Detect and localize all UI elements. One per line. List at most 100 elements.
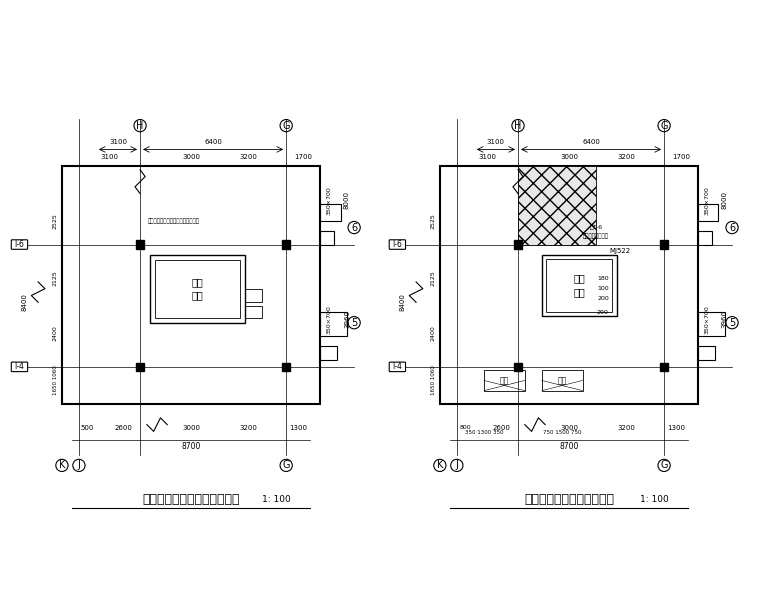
Text: G: G xyxy=(283,460,290,471)
Bar xyxy=(514,240,522,249)
Text: MJ522: MJ522 xyxy=(610,248,631,254)
Bar xyxy=(320,231,334,244)
Text: I-4: I-4 xyxy=(392,362,402,371)
Text: 6: 6 xyxy=(351,223,357,232)
Text: 电梯: 电梯 xyxy=(192,291,204,300)
Text: 新增钢结构电梯负一层平面图: 新增钢结构电梯负一层平面图 xyxy=(142,493,240,506)
Text: 观光: 观光 xyxy=(573,274,585,283)
Text: 6400: 6400 xyxy=(204,139,222,145)
Text: I-4: I-4 xyxy=(14,362,24,371)
Text: I-6: I-6 xyxy=(392,240,402,249)
Bar xyxy=(518,167,596,244)
Text: 3200: 3200 xyxy=(618,154,635,159)
Bar xyxy=(698,204,718,221)
Bar xyxy=(484,370,525,391)
Bar xyxy=(320,204,340,221)
Bar xyxy=(150,255,245,323)
FancyBboxPatch shape xyxy=(389,362,406,371)
Text: 3200: 3200 xyxy=(618,424,635,430)
Text: K: K xyxy=(437,460,443,471)
Bar xyxy=(245,306,262,317)
Text: 3100: 3100 xyxy=(478,154,496,159)
Text: 500: 500 xyxy=(81,424,94,430)
Text: 2600: 2600 xyxy=(492,424,510,430)
Text: 3200: 3200 xyxy=(240,154,258,159)
Text: 350×700: 350×700 xyxy=(326,186,331,215)
Text: 客梯: 客梯 xyxy=(500,376,509,385)
Text: 3000: 3000 xyxy=(182,424,200,430)
Text: 350 1300 350: 350 1300 350 xyxy=(465,430,503,435)
Text: 3200: 3200 xyxy=(240,424,258,430)
FancyBboxPatch shape xyxy=(11,362,27,371)
Bar xyxy=(698,313,725,336)
Text: 天花梁钢框架结构: 天花梁钢框架结构 xyxy=(583,233,610,239)
Text: I-6: I-6 xyxy=(14,240,24,249)
Text: 200: 200 xyxy=(597,297,609,302)
Text: 6400: 6400 xyxy=(582,139,600,145)
Text: 8400: 8400 xyxy=(22,294,28,311)
Text: 1300: 1300 xyxy=(667,424,685,430)
Text: H: H xyxy=(136,120,144,131)
Bar xyxy=(282,240,290,249)
Text: 3100: 3100 xyxy=(100,154,119,159)
Bar xyxy=(320,347,337,360)
Text: 8700: 8700 xyxy=(182,441,201,451)
Text: 290: 290 xyxy=(597,310,609,315)
Bar xyxy=(155,260,240,317)
Text: J: J xyxy=(78,460,81,471)
Text: K: K xyxy=(59,460,65,471)
Text: 1: 100: 1: 100 xyxy=(639,495,668,504)
Text: 800: 800 xyxy=(460,424,471,430)
Text: G: G xyxy=(660,120,668,131)
Bar xyxy=(698,231,711,244)
Text: 350×700: 350×700 xyxy=(704,186,709,215)
Text: 2400: 2400 xyxy=(52,325,58,340)
Text: 8000: 8000 xyxy=(344,192,350,209)
Text: 附T-6: 附T-6 xyxy=(590,225,603,230)
Text: 2600: 2600 xyxy=(114,424,132,430)
FancyBboxPatch shape xyxy=(389,240,406,249)
Text: 3000: 3000 xyxy=(182,154,200,159)
Text: 新增钢结构电梯一层平面图: 新增钢结构电梯一层平面图 xyxy=(524,493,614,506)
Text: 地下一层楼梯间扶梯采用钢楼梯到达: 地下一层楼梯间扶梯采用钢楼梯到达 xyxy=(148,218,200,224)
FancyBboxPatch shape xyxy=(11,240,27,249)
Text: 2400: 2400 xyxy=(431,325,435,340)
Bar xyxy=(136,363,144,371)
Text: 观光: 观光 xyxy=(192,277,204,287)
Text: 6: 6 xyxy=(729,223,735,232)
Text: 客梯: 客梯 xyxy=(558,376,567,385)
Text: 350×700: 350×700 xyxy=(704,305,709,334)
Text: 8400: 8400 xyxy=(400,294,406,311)
Text: H: H xyxy=(515,120,521,131)
Bar xyxy=(136,240,144,249)
Text: 100: 100 xyxy=(597,286,609,291)
Text: 8700: 8700 xyxy=(559,441,578,451)
Text: J: J xyxy=(455,460,458,471)
Text: 180: 180 xyxy=(597,276,609,281)
Bar xyxy=(542,370,583,391)
Text: 3000: 3000 xyxy=(560,154,578,159)
Bar xyxy=(320,313,347,336)
Text: 5: 5 xyxy=(351,318,357,328)
Bar xyxy=(660,240,668,249)
Bar xyxy=(282,363,290,371)
Text: 5: 5 xyxy=(729,318,735,328)
Text: 3960: 3960 xyxy=(722,310,728,328)
Text: 3100: 3100 xyxy=(109,139,127,145)
Text: 1: 100: 1: 100 xyxy=(261,495,290,504)
Bar xyxy=(514,363,522,371)
Text: 电梯: 电梯 xyxy=(573,287,585,297)
Text: G: G xyxy=(660,460,668,471)
Text: 1700: 1700 xyxy=(294,154,312,159)
Text: G: G xyxy=(283,120,290,131)
Text: 2125: 2125 xyxy=(431,271,435,286)
Bar xyxy=(660,363,668,371)
Bar xyxy=(245,289,262,302)
Text: 1650 1060: 1650 1060 xyxy=(52,365,58,395)
Text: 1700: 1700 xyxy=(672,154,690,159)
Bar xyxy=(546,259,613,312)
Text: 1300: 1300 xyxy=(289,424,307,430)
Text: 3100: 3100 xyxy=(487,139,505,145)
Text: 8000: 8000 xyxy=(722,192,728,209)
Text: 2525: 2525 xyxy=(431,213,435,229)
